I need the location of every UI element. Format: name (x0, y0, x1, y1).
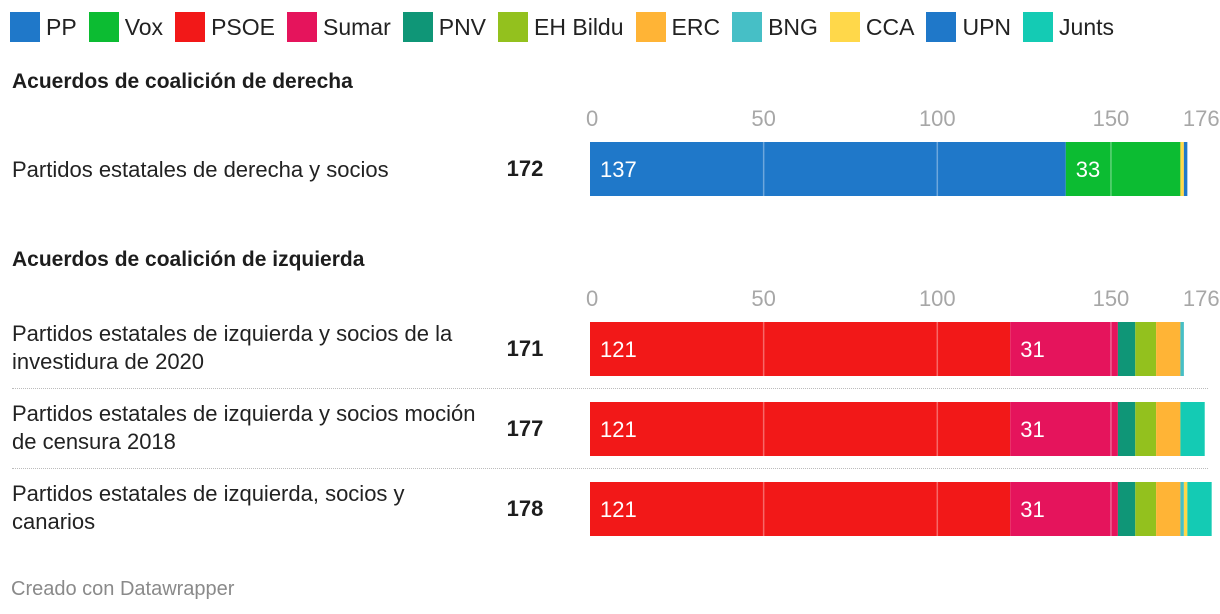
legend-item: BNG (732, 12, 818, 42)
axis-tick-label: 150 (1093, 106, 1130, 131)
axis-tick-label: 0 (586, 106, 598, 131)
legend-label: BNG (768, 13, 818, 40)
bar-segment-pnv (1117, 322, 1136, 376)
bar-value-label: 33 (1076, 157, 1100, 182)
legend-item: CCA (829, 12, 915, 42)
legend-swatch (286, 12, 317, 42)
axis-tick-label: 50 (751, 286, 775, 311)
bar-segment-psoe (590, 322, 1011, 376)
legend-swatch (829, 12, 860, 42)
legend-item: EH Bildu (498, 12, 624, 42)
legend-item: PNV (402, 12, 487, 42)
legend-swatch (926, 12, 957, 42)
row-total-canarios: 178 (506, 496, 544, 521)
legend-swatch (10, 12, 40, 42)
row-label-censura-2018: Partidos estatales de izquierda y socios… (12, 401, 476, 454)
axis-tick-label: 100 (919, 286, 956, 311)
axis-tick-label: 0 (586, 286, 598, 311)
legend-swatch (175, 12, 206, 42)
legend-swatch (1023, 12, 1054, 42)
bar-segment-junts (1180, 402, 1205, 456)
legend-label: PNV (438, 13, 487, 40)
row-total-investidura-2020: 171 (506, 336, 544, 361)
bar-segment-erc (1156, 322, 1181, 376)
row-total-derecha: 172 (506, 156, 544, 181)
bar-segment-eh-bildu (1135, 322, 1157, 376)
legend-label: EH Bildu (534, 13, 624, 40)
axis-tick-label: 176 (1183, 286, 1220, 311)
bar-segment-sumar (1010, 482, 1118, 536)
bar-segment-psoe (590, 402, 1011, 456)
bar-segment-pp (590, 142, 1066, 196)
bar-segment-pnv (1117, 402, 1136, 456)
row-label-derecha: Partidos estatales de derecha y socios (12, 157, 389, 182)
row-label-investidura-2020: Partidos estatales de izquierda y socios… (12, 321, 453, 374)
bar-segment-erc (1156, 402, 1181, 456)
bar-value-label: 31 (1020, 337, 1044, 362)
legend-label: Vox (124, 13, 164, 40)
bar-value-label: 121 (600, 337, 637, 362)
row-divider (12, 388, 1208, 389)
legend-item: Junts (1023, 12, 1114, 42)
bar-segment-sumar (1010, 402, 1118, 456)
legend-swatch (88, 12, 119, 42)
bar-segment-sumar (1010, 322, 1118, 376)
row-total-censura-2018: 177 (506, 416, 544, 441)
bar-segment-cca (1180, 142, 1184, 196)
footer-credit: Creado con Datawrapper (11, 578, 235, 600)
legend-swatch (402, 12, 433, 42)
bar-segment-pnv (1117, 482, 1136, 536)
legend-swatch (498, 12, 529, 42)
bar-segment-vox (1065, 142, 1181, 196)
legend-label: CCA (865, 13, 915, 40)
legend-label: ERC (671, 13, 721, 40)
legend-item: ERC (635, 12, 721, 42)
bar-value-label: 137 (600, 157, 637, 182)
row-divider (12, 468, 1208, 469)
legend-item: UPN (926, 12, 1011, 42)
bar-segment-junts (1187, 482, 1212, 536)
axis-tick-label: 100 (919, 106, 956, 131)
bar-segment-erc (1156, 482, 1181, 536)
axis-tick-label: 150 (1093, 286, 1130, 311)
bar-value-label: 31 (1020, 497, 1044, 522)
legend-swatch (635, 12, 666, 42)
legend-item: Sumar (286, 12, 391, 42)
row-label-canarios: Partidos estatales de izquierda, socios … (12, 481, 405, 534)
bar-segment-bng (1180, 322, 1184, 376)
bar-segment-psoe (590, 482, 1011, 536)
bar-segment-eh-bildu (1135, 482, 1157, 536)
legend-label: PP (46, 13, 77, 40)
legend-item: PSOE (175, 12, 275, 42)
legend-label: PSOE (211, 13, 275, 40)
legend-item: Vox (88, 12, 164, 42)
bar-segment-cca (1183, 482, 1188, 536)
bar-value-label: 121 (600, 497, 637, 522)
bar-segment-eh-bildu (1135, 402, 1157, 456)
axis-tick-label: 176 (1183, 106, 1220, 131)
legend-item: PP (10, 12, 77, 42)
legend-label: Sumar (322, 13, 391, 40)
group-title-izquierda: Acuerdos de coalición de izquierda (12, 248, 365, 271)
legend: PP Vox PSOE Sumar PNV EH Bildu ERC BNG CCA UPN Jun… (10, 12, 1126, 42)
bar-value-label: 31 (1020, 417, 1044, 442)
bar-segment-upn (1183, 142, 1188, 196)
axis-tick-label: 50 (751, 106, 775, 131)
legend-swatch (732, 12, 763, 42)
bar-segment-bng (1180, 482, 1184, 536)
bar-value-label: 121 (600, 417, 637, 442)
legend-label: Junts (1059, 13, 1115, 40)
legend-label: UPN (962, 13, 1012, 40)
group-title-derecha: Acuerdos de coalición de derecha (12, 70, 353, 93)
